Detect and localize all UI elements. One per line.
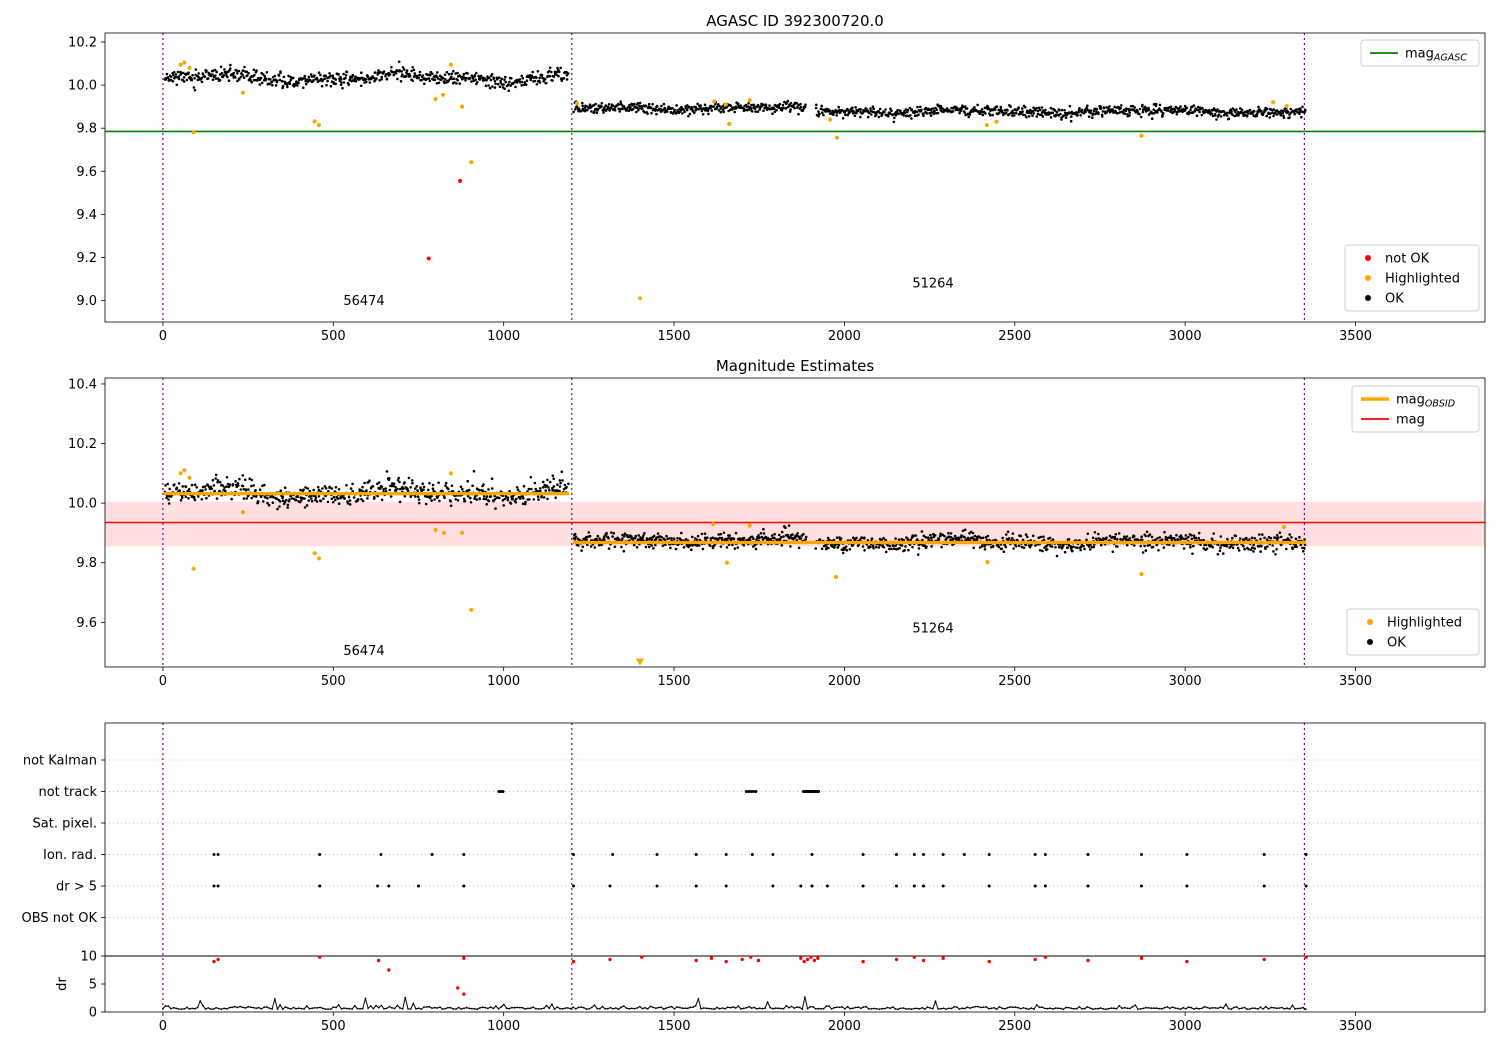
dr-trace (162, 996, 1307, 1011)
svg-text:3500: 3500 (1339, 674, 1372, 689)
highlighted-points (178, 60, 1289, 301)
svg-text:10.0: 10.0 (68, 497, 97, 512)
ok-points (163, 60, 1307, 124)
x-axis: 0 500 1000 1500 2000 2500 3000 3500 (159, 1012, 1372, 1034)
obsid-boundary-vlines (162, 723, 1306, 1012)
svg-text:2000: 2000 (828, 674, 861, 689)
category-labels: not Kalman not track Sat. pixel. Ion. rad. d… (22, 754, 105, 926)
svg-text:9.6: 9.6 (76, 165, 97, 180)
svg-text:2500: 2500 (998, 329, 1031, 344)
flag-category-label: OBS not OK (22, 911, 98, 926)
svg-text:500: 500 (321, 674, 346, 689)
svg-text:1000: 1000 (487, 1019, 520, 1034)
legend-label: magAGASC (1405, 47, 1467, 64)
svg-text:1000: 1000 (487, 674, 520, 689)
obsid-label: 56474 (343, 644, 384, 659)
svg-text:2500: 2500 (998, 1019, 1031, 1034)
obsid-annotations: 56474 51264 (343, 277, 953, 309)
svg-text:9.8: 9.8 (76, 122, 97, 137)
svg-text:9.2: 9.2 (76, 251, 97, 266)
flag-category-label: Sat. pixel. (33, 817, 97, 832)
svg-text:10: 10 (80, 950, 97, 965)
svg-text:9.8: 9.8 (76, 556, 97, 571)
legend-label: Highlighted (1387, 616, 1462, 631)
svg-text:10.0: 10.0 (68, 79, 97, 94)
flag-category-label: dr > 5 (56, 880, 97, 895)
svg-text:2500: 2500 (998, 674, 1031, 689)
svg-text:3500: 3500 (1339, 1019, 1372, 1034)
plot1-title: AGASC ID 392300720.0 (706, 12, 884, 30)
svg-text:1500: 1500 (657, 1019, 690, 1034)
dr-axis: 0 5 10 dr (55, 950, 105, 1021)
svg-text:2000: 2000 (828, 329, 861, 344)
flag-category-label: Ion. rad. (43, 848, 97, 863)
legend: Highlighted OK (1346, 608, 1480, 656)
svg-text:0: 0 (89, 1006, 97, 1021)
legend-label: Highlighted (1385, 272, 1460, 287)
plot-agasc: 56474 51264 0 500 1000 1500 2000 2500 3000 3500 9.… (68, 32, 1486, 344)
obsid-label: 51264 (912, 622, 953, 637)
axes-frame (104, 722, 1486, 1013)
svg-text:10.4: 10.4 (68, 377, 97, 392)
legend-label: not OK (1385, 252, 1430, 267)
svg-text:10.2: 10.2 (68, 437, 97, 452)
legend: magOBSID mag (1351, 385, 1480, 433)
svg-text:500: 500 (321, 329, 346, 344)
svg-text:1500: 1500 (657, 674, 690, 689)
svg-text:10.2: 10.2 (68, 36, 97, 51)
flag-category-label: not track (38, 785, 97, 800)
plot2-title: Magnitude Estimates (715, 357, 875, 375)
svg-text:0: 0 (159, 329, 167, 344)
svg-text:3000: 3000 (1169, 1019, 1202, 1034)
dr-axis-label: dr (55, 977, 70, 991)
mag-obsid-line (163, 492, 1306, 545)
flag-category-label: not Kalman (23, 754, 97, 769)
svg-text:500: 500 (321, 1019, 346, 1034)
obsid-boundary-vlines (162, 378, 1306, 667)
flag-points (212, 790, 1308, 888)
obsid-label: 56474 (343, 294, 384, 309)
axes-frame (104, 377, 1486, 668)
y-axis: 9.6 9.8 10.0 10.2 10.4 (68, 377, 105, 631)
obsid-annotations: 56474 51264 (343, 622, 953, 659)
not-ok-points (426, 178, 463, 261)
highlighted-points (178, 468, 1287, 666)
y-axis: 9.0 9.2 9.4 9.6 9.8 10.0 10.2 (68, 36, 105, 309)
legend: magAGASC (1360, 39, 1480, 67)
svg-text:1500: 1500 (657, 329, 690, 344)
svg-text:2000: 2000 (828, 1019, 861, 1034)
legend-label: magOBSID (1396, 393, 1455, 410)
dr-outlier-points (212, 955, 1308, 996)
legend-label: OK (1387, 636, 1406, 651)
legend-label: mag (1396, 413, 1425, 428)
plot-magest: 56474 51264 0 500 1000 1500 2000 2500 3000 3500 9.… (68, 377, 1486, 689)
axes-frame (104, 32, 1486, 323)
obsid-label: 51264 (912, 277, 953, 292)
svg-text:3000: 3000 (1169, 329, 1202, 344)
legend-label: OK (1385, 292, 1404, 307)
obsid-boundary-vlines (162, 33, 1306, 322)
svg-text:1000: 1000 (487, 329, 520, 344)
svg-text:3500: 3500 (1339, 329, 1372, 344)
svg-text:0: 0 (159, 1019, 167, 1034)
category-gridlines (105, 759, 1485, 918)
x-axis: 0 500 1000 1500 2000 2500 3000 3500 (159, 322, 1372, 344)
svg-text:9.4: 9.4 (76, 208, 97, 223)
x-axis: 0 500 1000 1500 2000 2500 3000 3500 (159, 667, 1372, 689)
legend: not OK Highlighted OK (1344, 244, 1480, 312)
svg-text:0: 0 (159, 674, 167, 689)
svg-text:5: 5 (89, 978, 97, 993)
svg-text:3000: 3000 (1169, 674, 1202, 689)
svg-text:9.0: 9.0 (76, 294, 97, 309)
svg-text:9.6: 9.6 (76, 616, 97, 631)
